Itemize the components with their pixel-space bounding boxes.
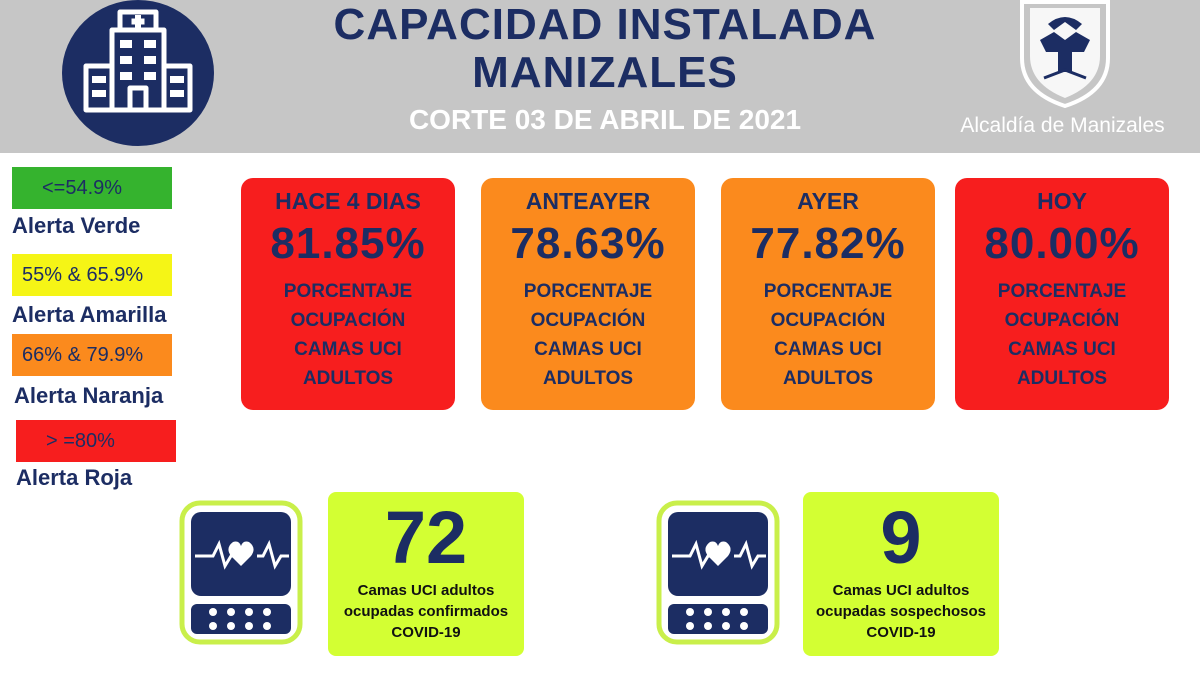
occupancy-card-4-days-ago: HACE 4 DIAS 81.85% PORCENTAJE OCUPACIÓN … bbox=[241, 178, 455, 410]
card-desc-line: CAMAS UCI bbox=[774, 339, 882, 360]
card-desc-line: OCUPACIÓN bbox=[290, 310, 406, 331]
coat-of-arms-icon bbox=[1020, 0, 1110, 108]
card-desc-line: ADULTOS bbox=[302, 368, 394, 389]
card-title: HOY bbox=[1037, 188, 1087, 214]
card-description: PORCENTAJE OCUPACIÓN CAMAS UCI ADULTOS bbox=[955, 277, 1169, 393]
stat-description: Camas UCI adultos ocupadas confirmados C… bbox=[328, 580, 524, 643]
card-value: 78.63% bbox=[510, 219, 666, 268]
stat-desc-line: COVID-19 bbox=[391, 624, 461, 641]
stat-box-confirmed: 72 Camas UCI adultos ocupadas confirmado… bbox=[328, 492, 524, 656]
card-description: PORCENTAJE OCUPACIÓN CAMAS UCI ADULTOS bbox=[721, 277, 935, 393]
legend-label-orange: Alerta Naranja bbox=[14, 383, 164, 408]
card-title: ANTEAYER bbox=[525, 188, 651, 214]
stat-desc-line: ocupadas sospechosos bbox=[815, 603, 987, 620]
card-desc-line: ADULTOS bbox=[1016, 368, 1108, 389]
legend-range-orange: 66% & 79.9% bbox=[22, 343, 144, 366]
card-description: PORCENTAJE OCUPACIÓN CAMAS UCI ADULTOS bbox=[241, 277, 455, 393]
card-desc-line: PORCENTAJE bbox=[997, 281, 1127, 302]
heart-monitor-icon bbox=[656, 500, 780, 645]
occupancy-card-today: HOY 80.00% PORCENTAJE OCUPACIÓN CAMAS UC… bbox=[955, 178, 1169, 410]
card-desc-line: PORCENTAJE bbox=[763, 281, 893, 302]
legend-label-red: Alerta Roja bbox=[16, 465, 133, 490]
card-desc-line: CAMAS UCI bbox=[1008, 339, 1116, 360]
legend-swatch-orange: 66% & 79.9% bbox=[12, 334, 172, 376]
card-desc-line: OCUPACIÓN bbox=[530, 310, 646, 331]
report-date: CORTE 03 DE ABRIL DE 2021 bbox=[408, 104, 802, 135]
legend-range-red: > =80% bbox=[46, 429, 115, 452]
legend-range-yellow: 55% & 65.9% bbox=[22, 263, 144, 286]
card-desc-line: OCUPACIÓN bbox=[1004, 310, 1120, 331]
card-desc-line: CAMAS UCI bbox=[294, 339, 402, 360]
stat-desc-line: Camas UCI adultos bbox=[357, 582, 495, 599]
card-desc-line: PORCENTAJE bbox=[523, 281, 653, 302]
card-desc-line: OCUPACIÓN bbox=[770, 310, 886, 331]
stat-desc-line: COVID-19 bbox=[866, 624, 936, 641]
legend-swatch-green: <=54.9% bbox=[12, 167, 172, 209]
stat-box-suspected: 9 Camas UCI adultos ocupadas sospechosos… bbox=[803, 492, 999, 656]
card-description: PORCENTAJE OCUPACIÓN CAMAS UCI ADULTOS bbox=[481, 277, 695, 393]
stat-value: 9 bbox=[880, 496, 922, 579]
legend-range-green: <=54.9% bbox=[42, 176, 123, 199]
hospital-icon bbox=[62, 0, 214, 146]
card-value: 81.85% bbox=[270, 219, 426, 268]
card-desc-line: CAMAS UCI bbox=[534, 339, 642, 360]
stat-description: Camas UCI adultos ocupadas sospechosos C… bbox=[803, 580, 999, 643]
organization-name: Alcaldía de Manizales bbox=[960, 114, 1165, 137]
card-desc-line: ADULTOS bbox=[782, 368, 874, 389]
card-title: AYER bbox=[797, 188, 859, 214]
card-desc-line: PORCENTAJE bbox=[283, 281, 413, 302]
legend-swatch-yellow: 55% & 65.9% bbox=[12, 254, 172, 296]
card-title: HACE 4 DIAS bbox=[275, 188, 421, 214]
page-title: CAPACIDAD INSTALADA bbox=[333, 0, 877, 49]
page-title-city: MANIZALES bbox=[472, 48, 738, 97]
stat-desc-line: ocupadas confirmados bbox=[343, 603, 509, 620]
card-desc-line: ADULTOS bbox=[542, 368, 634, 389]
stat-value: 72 bbox=[384, 496, 468, 579]
card-value: 80.00% bbox=[984, 219, 1140, 268]
heart-monitor-icon bbox=[179, 500, 303, 645]
legend-swatch-red: > =80% bbox=[16, 420, 176, 462]
legend-label-yellow: Alerta Amarilla bbox=[12, 302, 167, 327]
stat-desc-line: Camas UCI adultos bbox=[832, 582, 970, 599]
occupancy-card-yesterday: AYER 77.82% PORCENTAJE OCUPACIÓN CAMAS U… bbox=[721, 178, 935, 410]
card-value: 77.82% bbox=[750, 219, 906, 268]
legend-label-green: Alerta Verde bbox=[12, 213, 141, 238]
header-banner: CAPACIDAD INSTALADA MANIZALES CORTE 03 D… bbox=[0, 0, 1200, 153]
occupancy-card-day-before-yesterday: ANTEAYER 78.63% PORCENTAJE OCUPACIÓN CAM… bbox=[481, 178, 695, 410]
